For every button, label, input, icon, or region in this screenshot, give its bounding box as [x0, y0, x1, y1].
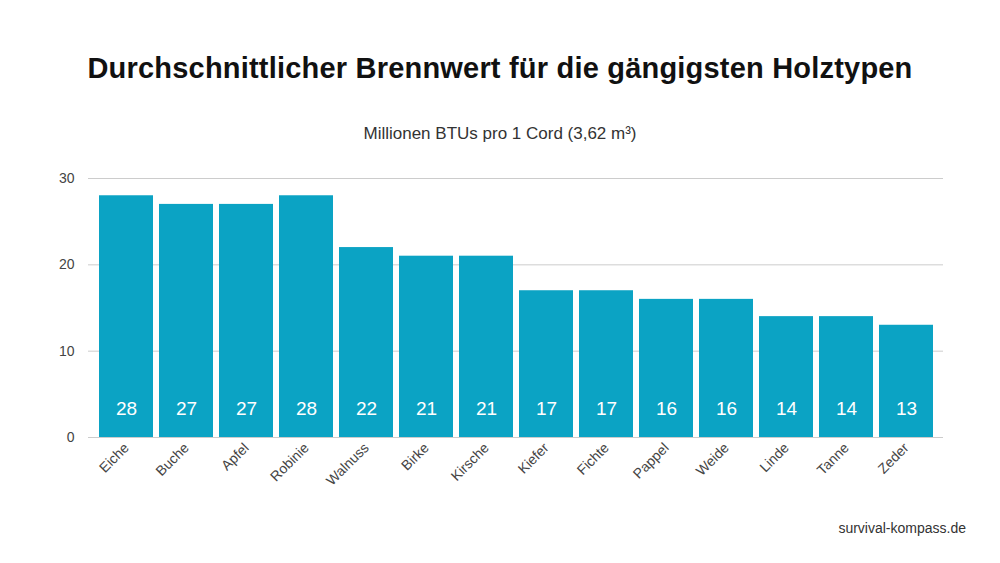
svg-text:22: 22	[356, 398, 377, 419]
svg-text:Robinie: Robinie	[267, 439, 312, 484]
svg-text:Kirsche: Kirsche	[447, 439, 491, 483]
svg-text:28: 28	[296, 398, 317, 419]
svg-text:13: 13	[896, 398, 917, 419]
svg-text:17: 17	[536, 398, 557, 419]
svg-text:14: 14	[836, 398, 858, 419]
svg-text:Eiche: Eiche	[96, 439, 132, 475]
svg-text:0: 0	[67, 429, 75, 445]
svg-text:Fichte: Fichte	[574, 439, 612, 477]
svg-text:28: 28	[116, 398, 137, 419]
svg-text:Birke: Birke	[398, 439, 432, 473]
svg-text:21: 21	[476, 398, 497, 419]
svg-text:20: 20	[59, 256, 75, 272]
svg-text:10: 10	[59, 343, 75, 359]
svg-text:27: 27	[236, 398, 257, 419]
svg-text:Weide: Weide	[693, 439, 732, 478]
svg-text:16: 16	[656, 398, 677, 419]
svg-text:30: 30	[59, 170, 75, 186]
svg-text:Apfel: Apfel	[218, 439, 252, 473]
svg-text:Linde: Linde	[756, 439, 792, 475]
svg-text:17: 17	[596, 398, 617, 419]
svg-text:Buche: Buche	[152, 439, 192, 479]
svg-text:21: 21	[416, 398, 437, 419]
html-text:survival-kompass.de: survival-kompass.de	[838, 520, 966, 536]
html-text:Durchschnittlicher Brennwert f: Durchschnittlicher Brennwert für die gän…	[87, 52, 913, 84]
svg-text:Kiefer: Kiefer	[515, 439, 552, 476]
html-text:Millionen BTUs pro 1 Cord (3,6: Millionen BTUs pro 1 Cord (3,62 m³)	[363, 124, 637, 143]
svg-text:14: 14	[776, 398, 798, 419]
svg-text:16: 16	[716, 398, 737, 419]
svg-text:Walnuss: Walnuss	[323, 439, 372, 488]
svg-text:Tanne: Tanne	[813, 439, 851, 477]
svg-text:Pappel: Pappel	[630, 439, 672, 481]
svg-text:Zeder: Zeder	[875, 439, 912, 476]
svg-text:27: 27	[176, 398, 197, 419]
